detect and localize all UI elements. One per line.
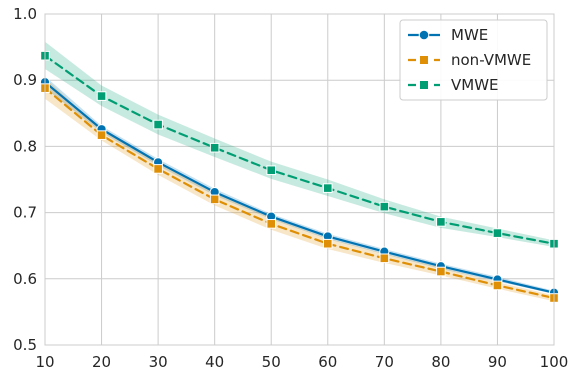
non-vmwe-point [209, 194, 220, 205]
x-tick-label: 80 [431, 353, 450, 371]
y-tick-label: 0.7 [13, 204, 37, 222]
x-tick-label: 10 [35, 353, 54, 371]
legend-vmwe-label: VMWE [451, 76, 499, 94]
legend-non-vmwe-label: non-VMWE [451, 51, 531, 69]
non-vmwe-point [492, 280, 503, 291]
plot-frame [44, 13, 555, 346]
series-lines [43, 54, 556, 300]
x-tick-label: 90 [488, 353, 507, 371]
non-vmwe-point [266, 219, 277, 229]
y-tick-label: 0.5 [13, 336, 37, 354]
y-tick-label: 0.9 [13, 71, 37, 89]
non-vmwe-point [436, 266, 446, 277]
mwe-line [43, 81, 556, 294]
vmwe-point [379, 201, 390, 212]
legend-mwe-label: MWE [451, 26, 488, 44]
y-tick-label: 0.6 [13, 270, 37, 288]
non-vmwe-point [322, 238, 333, 249]
legend-vmwe-marker [419, 80, 429, 90]
non-vmwe-line [43, 87, 556, 300]
legend-non-vmwe-marker [419, 55, 429, 65]
x-axis-ticks: 10 20 30 40 50 60 70 80 90 100 [35, 353, 568, 371]
y-tick-label: 0.8 [13, 137, 37, 155]
vmwe-point [322, 183, 333, 193]
y-axis-ticks: 0.5 0.6 0.7 0.8 0.9 1.0 [13, 5, 37, 354]
x-tick-label: 70 [375, 353, 394, 371]
vmwe-point [209, 142, 220, 153]
vmwe-point [153, 119, 163, 130]
legend: MWE non-VMWE VMWE [399, 19, 548, 101]
x-tick-label: 40 [205, 353, 224, 371]
vmwe-point [266, 165, 277, 176]
vmwe-point [436, 217, 446, 227]
y-tick-label: 1.0 [13, 5, 37, 23]
vmwe-line [43, 54, 556, 245]
non-vmwe-point [153, 164, 163, 174]
x-tick-label: 20 [92, 353, 111, 371]
non-vmwe-point [379, 253, 390, 264]
x-tick-label: 60 [318, 353, 337, 371]
non-vmwe-point [96, 130, 107, 140]
vmwe-point [96, 91, 107, 101]
legend-mwe-marker [418, 29, 430, 41]
x-tick-label: 100 [540, 353, 569, 371]
vmwe-point [492, 228, 503, 238]
x-tick-label: 50 [262, 353, 281, 371]
x-tick-label: 30 [149, 353, 168, 371]
legend-box [399, 19, 548, 101]
